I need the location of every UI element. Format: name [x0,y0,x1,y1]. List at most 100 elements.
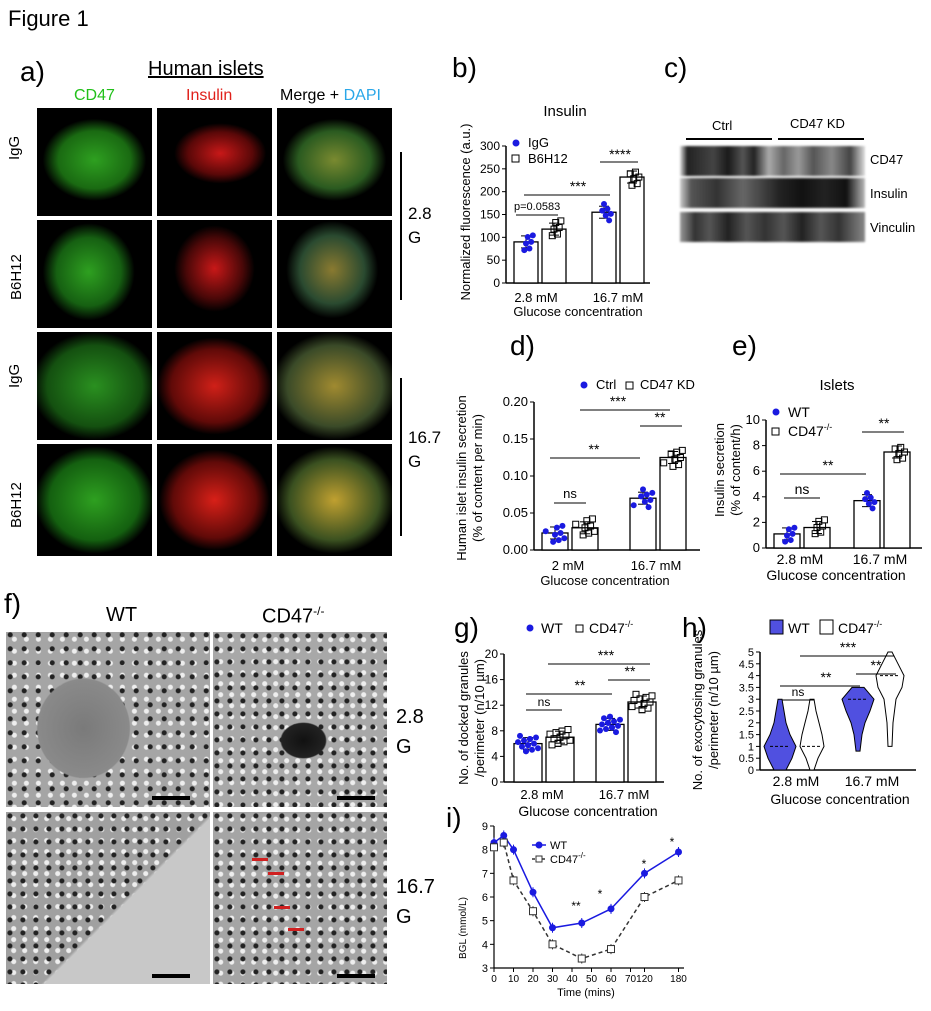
band-label-vinculin: Vinculin [870,220,916,235]
legend-marker-ctrl [580,381,588,389]
data-point [617,716,623,723]
col-header-cd47ko-base: CD47 [262,605,314,628]
x-tick-label: 50 [586,974,598,985]
y-tick-label: 2 [753,514,760,529]
data-point [678,446,686,454]
data-point [633,180,641,188]
data-point [607,713,613,720]
micrograph-cd47-igg-16.7 [37,332,152,440]
legend-label-cd47ko-base: CD47 [788,423,824,439]
data-point [597,727,603,734]
y-tick-label: 1.5 [739,730,754,742]
panel-g-label: g) [454,612,479,643]
x-tick-2.8: 2.8 mM [773,773,820,789]
data-point [602,212,609,219]
panel-d-label: d) [510,330,535,361]
panel-i-label: i) [446,802,462,833]
panel-b-chart: Insulin Normalized fluorescence (a.u.) 0… [458,103,650,319]
x-tick-16.7: 16.7 mM [631,558,682,573]
data-point [865,500,872,507]
data-point [529,232,536,239]
data-point [572,520,580,528]
y-axis-label-line1: No. of docked granules [456,651,471,785]
group-label-cd47kd: CD47 KD [790,116,845,131]
micrograph-insulin-b6h12-16.7 [157,444,272,556]
y-tick-label: 50 [487,253,501,267]
data-point [529,907,537,916]
micrograph-merge-b6h12-2.8 [277,220,392,328]
y-tick-label: 150 [480,208,500,222]
data-point [647,496,654,503]
bar-b6h12 [541,228,567,284]
em-cd47ko-16.7 [213,812,387,984]
data-point [531,740,537,747]
x-tick-label: 60 [605,974,617,985]
panel-h-chart: No. of exocytosing granules /perimeter (… [690,619,916,807]
y-axis-label-line1: No. of exocytosing granules [690,629,705,790]
x-tick-16.7: 16.7 mM [593,290,644,305]
annotation-pvalue: p=0.0583 [514,201,560,213]
y-tick-label: 0.05 [503,505,528,520]
annotation-sig-3: ** [655,409,666,425]
legend-label-wt: WT [550,840,567,852]
red-arrow-marker [274,906,290,909]
data-point [606,217,613,224]
bar-cd47 [545,736,575,783]
data-point [641,869,648,877]
legend-marker-cd47kd [625,381,634,390]
x-tick-label: 40 [566,974,578,985]
micrograph-cd47-b6h12-2.8 [37,220,152,328]
data-point [645,504,652,511]
annotation-sig-1: ** [575,677,586,693]
data-point [871,499,878,506]
data-point [517,732,523,739]
x-tick-label: 0 [491,974,497,985]
red-arrow-marker [288,928,304,931]
data-point [643,491,650,498]
y-tick-label: 2 [748,718,754,730]
annotation-sig-3: ** [871,657,882,673]
annotation-ns: ns [792,685,805,699]
annotation-sig-180: * [670,835,675,849]
data-point [648,692,656,700]
legend-marker-b6h12 [511,154,520,163]
micrograph-insulin-b6h12-2.8 [157,220,272,328]
em-cd47ko-2.8 [213,632,387,807]
data-point [548,232,556,240]
legend-label-cd47ko-sup: -/- [578,851,586,860]
bar-cd47-kd [659,456,687,551]
legend-label-cd47ko-base: CD47 [589,620,625,636]
data-point [553,524,560,531]
x-axis-label: Glucose concentration [518,803,657,819]
annotation-ns: ns [795,481,810,497]
data-point [675,848,682,856]
data-point [542,528,549,535]
y-tick-label: 300 [480,139,500,153]
data-point [535,745,541,752]
data-point [527,735,533,742]
data-point [550,538,557,545]
scale-bar [337,796,375,800]
data-point [564,726,572,734]
data-point [649,489,656,496]
data-point [523,748,529,755]
micrograph-merge-igg-2.8 [277,108,392,216]
data-point [603,726,609,733]
col-header-insulin: Insulin [186,87,233,104]
data-point [607,945,615,954]
data-point [611,718,617,725]
y-axis-label-line2: (% of content/h) [728,424,743,516]
data-point [524,233,531,240]
data-point [632,690,640,698]
data-point [676,454,684,461]
data-point [553,230,561,238]
legend-marker-wt [772,408,780,416]
y-tick-label: 0.10 [503,468,528,483]
data-point [559,522,566,529]
group-label-16.7: 16.7 G [408,428,442,471]
bar-wt [595,723,625,783]
y-tick-label: 6 [753,463,760,478]
y-axis-label-line1: Insulin secretion [712,423,727,517]
bar-b6h12 [619,176,645,284]
annotation-sig-2: *** [610,393,627,409]
